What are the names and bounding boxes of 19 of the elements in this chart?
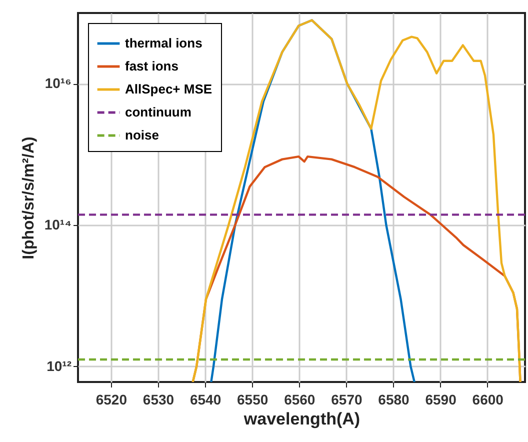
- legend-label: fast ions: [125, 58, 178, 74]
- x-tick-label: 6560: [284, 392, 316, 408]
- x-tick-label: 6520: [96, 392, 128, 408]
- x-tick-label: 6550: [237, 392, 268, 408]
- x-axis-title: wavelength(A): [242, 410, 360, 428]
- legend-label: AllSpec+ MSE: [125, 82, 212, 96]
- legend-label: noise: [125, 128, 159, 142]
- x-tick-label: 6580: [378, 392, 410, 408]
- x-tick-label: 6570: [331, 392, 362, 408]
- y-tick-label: 10¹⁴: [44, 216, 72, 232]
- legend-label: thermal ions: [125, 36, 202, 50]
- x-tick-label: 6590: [425, 392, 457, 408]
- x-tick-label: 6530: [142, 392, 174, 408]
- y-tick-label: 10¹⁶: [44, 75, 72, 92]
- x-tick-label: 6540: [190, 392, 222, 408]
- x-tick-label: 6600: [472, 392, 504, 408]
- y-tick-label: 10¹²: [46, 358, 72, 374]
- y-axis-title: I(phot/sr/s/m²/A): [20, 136, 38, 260]
- legend-label: continuum: [125, 104, 192, 120]
